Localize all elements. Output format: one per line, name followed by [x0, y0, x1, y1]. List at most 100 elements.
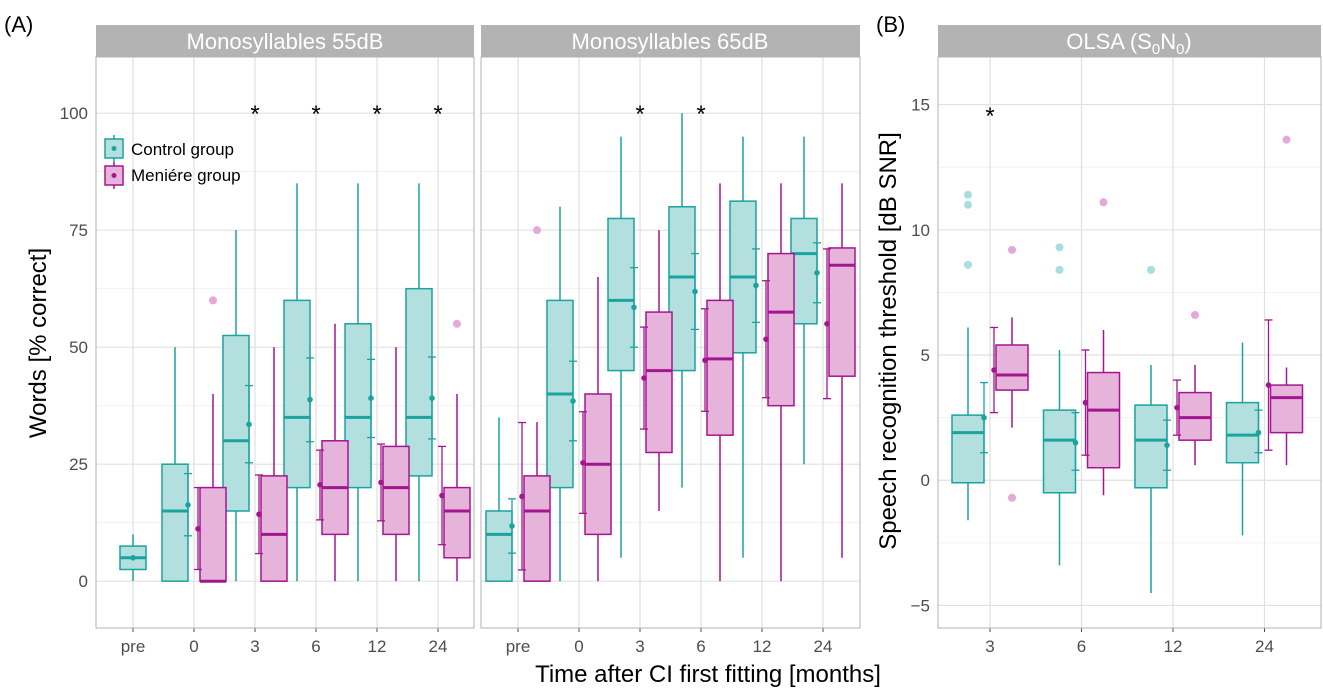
x-tick-label: 12 — [1164, 637, 1183, 656]
control-box-12 — [729, 136, 760, 558]
mean-point — [378, 479, 384, 486]
box — [344, 323, 372, 489]
mean-point — [1265, 382, 1272, 388]
x-tick-label: 12 — [753, 637, 772, 656]
box — [161, 463, 189, 582]
outlier-point — [964, 190, 972, 199]
significance-asterisk: * — [635, 101, 644, 128]
meniere-box-6 — [701, 183, 734, 582]
mean-point — [763, 336, 769, 343]
x-tick-label: pre — [506, 637, 531, 656]
x-tick-label: pre — [121, 637, 146, 656]
meniere-box-6 — [1081, 198, 1121, 496]
outlier-point — [533, 226, 541, 235]
x-tick-label: 0 — [574, 637, 583, 656]
control-box-3 — [951, 190, 988, 521]
control-box-24 — [405, 183, 436, 582]
x-tick-label: 24 — [429, 637, 448, 656]
y-tick-label: 10 — [911, 221, 930, 240]
box — [828, 247, 856, 377]
meniere-box-12 — [377, 347, 410, 582]
control-box-24 — [1225, 342, 1263, 536]
box — [790, 217, 818, 325]
meniere-box-pre — [518, 226, 551, 582]
strip-55db-title: Monosyllables 55dB — [187, 29, 384, 54]
mean-point — [631, 304, 637, 311]
y-tick-label: 15 — [911, 96, 930, 115]
mean-point — [753, 282, 759, 289]
significance-asterisk: * — [250, 101, 259, 128]
box — [645, 311, 673, 454]
strip-65db-title: Monosyllables 65dB — [572, 29, 769, 54]
box — [260, 475, 288, 582]
box — [1042, 409, 1077, 494]
outlier-point — [453, 319, 461, 328]
mean-point — [1164, 442, 1170, 448]
mean-point — [580, 459, 586, 466]
outlier-point — [1147, 265, 1155, 274]
x-tick-label: 12 — [368, 637, 387, 656]
box — [1134, 404, 1168, 489]
control-box-24 — [790, 136, 821, 465]
outlier-point — [209, 296, 217, 305]
outlier-point — [1055, 265, 1064, 274]
significance-asterisk: * — [372, 101, 381, 128]
mean-point — [429, 395, 435, 401]
strip-55db: Monosyllables 55dB — [96, 25, 474, 57]
mean-point — [991, 367, 997, 373]
strip-background — [481, 25, 860, 57]
legend-key-control — [104, 135, 124, 162]
control-box-3 — [222, 230, 253, 582]
mean-point — [702, 357, 708, 364]
plot-olsa: −5 0 5 10 15 3 6 12 24 * — [911, 56, 1322, 656]
box — [951, 414, 985, 484]
mean-point — [981, 414, 987, 421]
plot-border — [95, 56, 475, 629]
control-box-12 — [1134, 265, 1171, 593]
outlier-point — [1055, 243, 1064, 252]
mean-point — [439, 492, 445, 499]
box — [1225, 401, 1260, 464]
x-tick-label: 6 — [696, 637, 705, 656]
mean-point — [570, 398, 576, 404]
mean-point — [130, 554, 136, 561]
outlier-point — [1008, 245, 1016, 254]
legend-label-meniere: Meniére group — [131, 166, 241, 185]
meniere-box-12 — [762, 183, 795, 582]
significance-asterisk: * — [433, 101, 442, 128]
meniere-box-0 — [579, 276, 612, 582]
box — [668, 206, 696, 372]
strip-olsa: OLSA (S0N0) — [938, 25, 1321, 58]
control-box-12 — [344, 183, 375, 582]
plot-border — [937, 56, 1322, 629]
outlier-point — [1191, 310, 1199, 319]
mean-point — [814, 269, 820, 276]
x-tick-label: 24 — [814, 637, 833, 656]
y-tick-label: 100 — [60, 104, 88, 123]
meniere-box-3 — [990, 245, 1029, 502]
meniere-box-24 — [823, 183, 856, 558]
y-tick-label: 0 — [921, 471, 930, 490]
outlier-point — [964, 260, 972, 269]
x-tick-label: 3 — [635, 637, 644, 656]
control-box-0 — [546, 206, 577, 582]
plot-monosyllables-65db: pre 0 3 6 12 24 * * — [480, 56, 861, 656]
mean-point — [692, 288, 698, 295]
mean-point — [641, 375, 647, 381]
control-box-3 — [607, 136, 638, 558]
mean-point — [307, 396, 313, 403]
mean-point — [824, 320, 830, 327]
x-tick-label: 24 — [1255, 637, 1274, 656]
box — [1269, 384, 1304, 434]
mean-point — [246, 421, 252, 428]
x-tick-label: 6 — [311, 637, 320, 656]
legend: Control group Meniére group — [104, 135, 241, 189]
mean-point — [1174, 404, 1180, 411]
x-tick-label: 6 — [1077, 637, 1086, 656]
mean-point — [519, 493, 525, 500]
y-tick-label: −5 — [911, 596, 930, 615]
plot-background — [938, 57, 1321, 628]
mean-point — [509, 523, 515, 529]
control-box-pre — [485, 417, 516, 582]
mean-point — [185, 502, 191, 508]
